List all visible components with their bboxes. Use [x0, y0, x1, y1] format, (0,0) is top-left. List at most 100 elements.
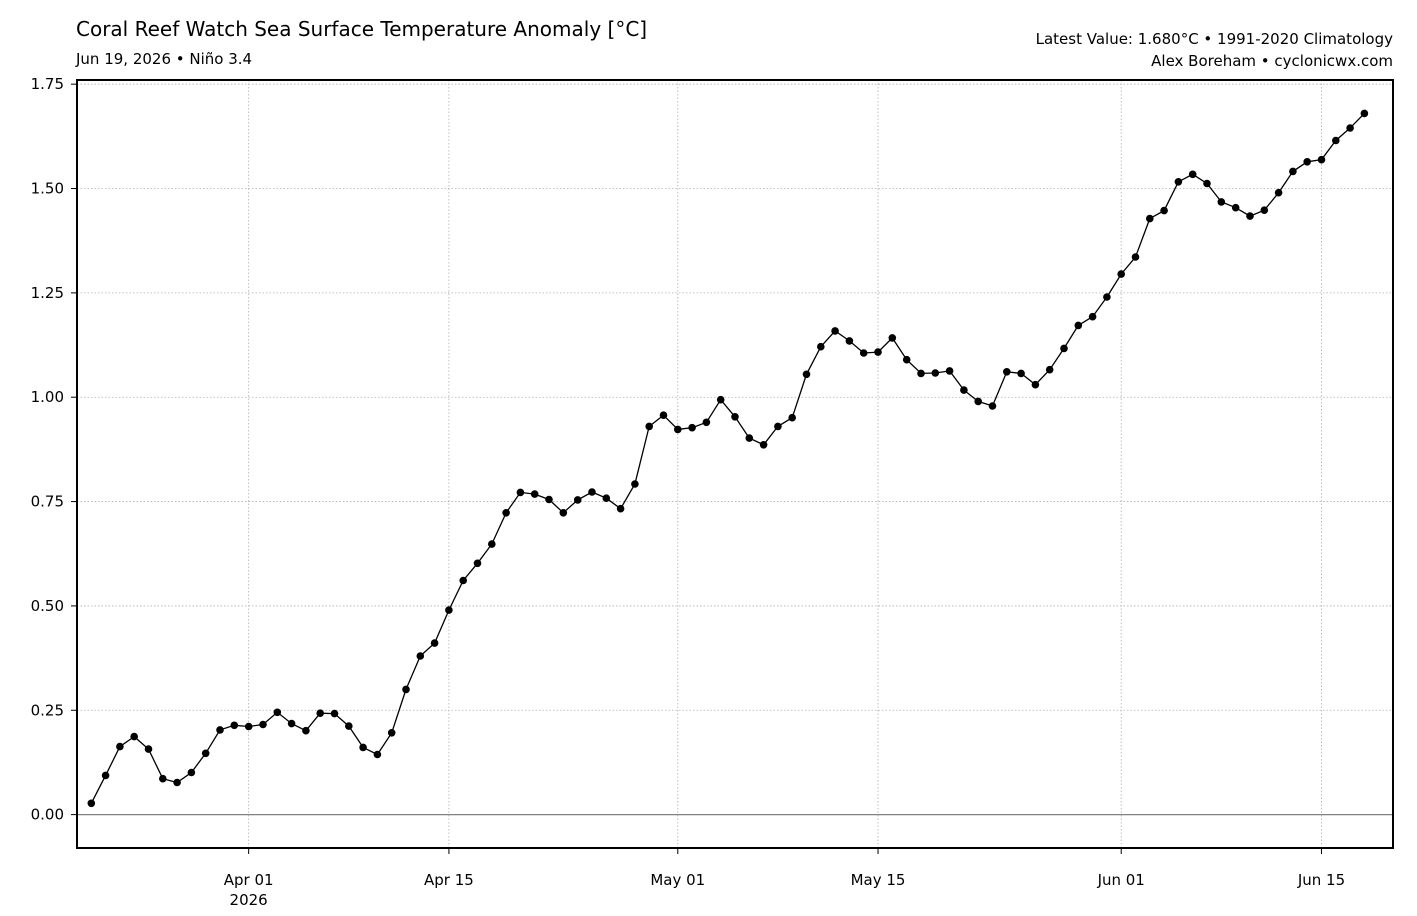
- data-point: [416, 652, 425, 660]
- data-point: [1060, 344, 1068, 353]
- data-point: [1117, 270, 1125, 278]
- data-point: [1260, 206, 1269, 214]
- data-point: [831, 327, 839, 335]
- y-tick-label: 1.00: [31, 388, 64, 406]
- y-tick-label: 0.00: [31, 806, 64, 824]
- x-tick-label: Apr 01: [224, 871, 274, 889]
- data-point: [1088, 312, 1097, 321]
- data-point: [674, 425, 682, 434]
- data-point: [917, 369, 925, 378]
- data-point: [402, 685, 410, 694]
- data-point: [716, 395, 725, 404]
- data-point: [116, 742, 124, 751]
- data-point: [1246, 212, 1254, 220]
- data-point: [101, 771, 110, 780]
- data-point: [502, 509, 510, 517]
- data-point: [688, 423, 696, 432]
- data-point: [874, 348, 882, 356]
- data-point: [230, 721, 239, 730]
- data-point: [774, 422, 782, 431]
- data-point: [631, 480, 639, 488]
- data-point: [1146, 214, 1154, 223]
- data-point: [859, 349, 868, 357]
- data-point: [616, 504, 625, 513]
- series-layer: [87, 109, 1369, 808]
- data-point: [330, 709, 339, 718]
- y-tick-label: 0.50: [31, 597, 64, 615]
- data-point: [960, 386, 968, 394]
- data-point: [588, 488, 596, 496]
- data-point: [845, 337, 854, 345]
- data-point: [659, 411, 668, 420]
- data-point: [1188, 170, 1197, 179]
- data-point: [144, 745, 153, 753]
- data-point: [1031, 380, 1040, 389]
- data-point: [373, 750, 382, 759]
- data-point: [201, 749, 210, 758]
- data-point: [473, 559, 482, 568]
- data-point: [1289, 167, 1297, 176]
- y-tick-label: 1.75: [31, 75, 64, 93]
- x-tick-label: May 01: [650, 871, 705, 889]
- data-point: [445, 606, 453, 614]
- data-point: [1160, 206, 1168, 215]
- data-point: [702, 418, 711, 427]
- data-point: [817, 342, 825, 351]
- axes: 0.00 0.25 0.50 0.75 1.00 1.25 1.50 1.75 Apr 01 20…: [31, 75, 1346, 909]
- data-point: [988, 402, 997, 410]
- data-point: [387, 729, 396, 737]
- data-point: [459, 576, 468, 585]
- data-point: [87, 799, 96, 808]
- data-point: [745, 434, 754, 442]
- data-point: [888, 334, 897, 342]
- y-tick-label: 1.50: [31, 180, 64, 198]
- data-point: [216, 726, 224, 734]
- data-point: [731, 413, 739, 421]
- series-line: [90, 112, 1365, 804]
- data-point: [1317, 155, 1326, 164]
- chart-title: Coral Reef Watch Sea Surface Temperature…: [76, 17, 648, 41]
- data-point: [945, 367, 954, 375]
- data-point: [1231, 203, 1240, 212]
- latest-value-text: Latest Value: 1.680°C • 1991-2020 Climat…: [1035, 30, 1393, 48]
- data-point: [430, 639, 439, 647]
- data-point: [1303, 158, 1311, 166]
- data-point: [173, 778, 181, 787]
- data-point: [802, 370, 811, 379]
- data-point: [1360, 109, 1369, 118]
- x-tick-label: Jun 01: [1097, 871, 1145, 889]
- data-point: [1103, 293, 1111, 301]
- data-point: [259, 720, 267, 729]
- grid: [77, 80, 1393, 848]
- data-point: [359, 743, 367, 752]
- data-point: [974, 397, 982, 406]
- info-block: Latest Value: 1.680°C • 1991-2020 Climat…: [1036, 28, 1393, 72]
- data-point: [316, 709, 325, 717]
- data-point: [302, 726, 310, 735]
- data-point: [1174, 178, 1183, 186]
- data-point: [1131, 253, 1140, 261]
- y-tick-label: 1.25: [31, 284, 64, 302]
- data-point: [530, 490, 539, 498]
- data-point: [1274, 188, 1283, 197]
- data-point: [345, 722, 353, 730]
- x-tick-label: May 15: [851, 871, 906, 889]
- x-tick-label: Apr 15: [424, 871, 474, 889]
- y-tick-label: 0.75: [31, 493, 64, 511]
- data-point: [287, 719, 296, 728]
- data-point: [244, 722, 253, 731]
- data-point: [1003, 368, 1011, 376]
- data-point: [602, 494, 611, 503]
- data-point: [931, 369, 940, 377]
- chart-subtitle: Jun 19, 2026 • Niño 3.4: [76, 50, 253, 68]
- data-point: [559, 509, 568, 517]
- data-point: [573, 496, 582, 504]
- data-point: [545, 495, 553, 504]
- y-tick-label: 0.25: [31, 701, 64, 719]
- data-point: [1074, 321, 1083, 330]
- data-point: [516, 488, 525, 497]
- data-point: [645, 422, 653, 431]
- data-point: [1203, 179, 1211, 188]
- plot-frame: [76, 79, 1394, 849]
